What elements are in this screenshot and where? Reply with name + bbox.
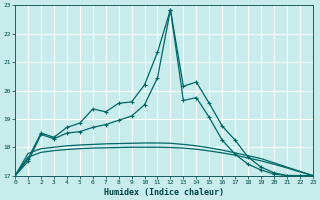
X-axis label: Humidex (Indice chaleur): Humidex (Indice chaleur) bbox=[104, 188, 224, 197]
